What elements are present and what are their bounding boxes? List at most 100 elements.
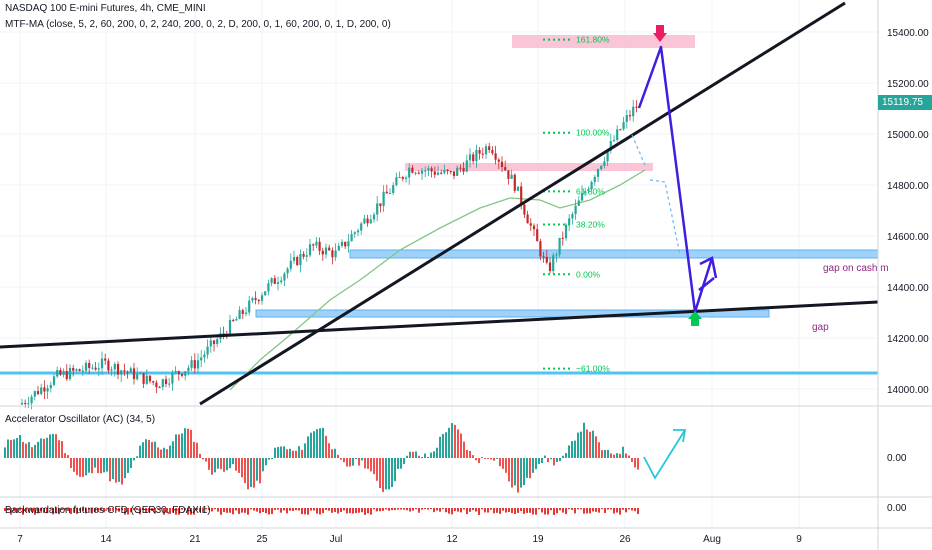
backwardation-bar <box>232 508 234 515</box>
oscillator-bar <box>292 450 294 458</box>
backwardation-bar <box>91 508 93 514</box>
backwardation-bar <box>112 508 114 511</box>
oscillator-bar <box>175 434 177 458</box>
candle-body <box>449 171 452 173</box>
backwardation-bar <box>322 508 324 514</box>
backwardation-bar <box>490 508 492 510</box>
oscillator-bar <box>538 458 540 464</box>
oscillator-bar <box>127 458 129 473</box>
time-tick-label: Aug <box>703 534 721 545</box>
fib-level-label: 0.00% <box>576 269 601 279</box>
backwardation-bar <box>406 508 408 511</box>
oscillator-bar <box>505 458 507 473</box>
backwardation-bar <box>556 508 558 514</box>
oscillator-bar <box>334 448 336 458</box>
buy-arrow-icon[interactable] <box>688 311 702 326</box>
backwardation-bar <box>271 508 273 514</box>
oscillator-bar <box>328 443 330 458</box>
oscillator-bar <box>535 458 537 470</box>
backwardation-bar <box>610 508 612 510</box>
backwardation-bar <box>616 508 618 513</box>
oscillator-bar <box>499 458 501 467</box>
candle-body <box>504 167 507 171</box>
backwardation-bar <box>4 508 6 511</box>
oscillator-bar <box>193 441 195 458</box>
bw-zero-label: 0.00 <box>887 503 907 514</box>
backwardation-bar <box>220 508 222 515</box>
oscillator-bar <box>421 456 423 458</box>
backwardation-bar <box>274 508 276 510</box>
oscillator-bar <box>142 442 144 458</box>
backwardation-bar <box>280 508 282 513</box>
candle-body <box>398 177 401 179</box>
gap-zone[interactable] <box>255 309 770 318</box>
oscillator-bar <box>235 458 237 471</box>
oscillator-bar <box>85 458 87 476</box>
candle-body <box>312 244 315 246</box>
resistance-zone[interactable] <box>405 163 653 171</box>
backwardation-bar <box>217 508 219 512</box>
candle-body <box>232 319 235 321</box>
oscillator-bar <box>412 451 414 458</box>
oscillator-bar <box>253 458 255 488</box>
backwardation-bar <box>478 508 480 515</box>
backwardation-bar <box>376 508 378 512</box>
backwardation-bar <box>301 508 303 515</box>
backwardation-bar <box>142 508 144 511</box>
trendline-long[interactable] <box>0 300 879 349</box>
time-axis[interactable]: 7 14 21 25 Jul 12 19 26 Aug 9 <box>17 534 802 545</box>
candle-body <box>286 268 289 274</box>
candle-body <box>369 219 372 224</box>
oscillator-bar <box>67 455 69 458</box>
backwardation-bar <box>451 508 453 515</box>
oscillator-bar <box>277 447 279 458</box>
candle-body <box>187 367 190 372</box>
oscillator-bar <box>250 458 252 488</box>
candle-body <box>366 218 369 224</box>
candle-body <box>552 255 555 271</box>
backwardation-bar <box>52 508 54 515</box>
oscillator-bar <box>313 431 315 458</box>
projection-path[interactable] <box>637 45 714 314</box>
oscillator-bar <box>166 449 168 458</box>
sell-arrow-icon[interactable] <box>653 25 667 42</box>
fib-level-label: 100.00% <box>576 128 610 138</box>
backwardation-bar <box>145 508 147 513</box>
oscillator-bar <box>571 441 573 458</box>
backwardation-bar <box>214 508 216 510</box>
candle-body <box>520 186 523 205</box>
backwardation-bar <box>637 508 639 515</box>
candle-body <box>404 177 408 179</box>
gap-cash-zone[interactable] <box>349 249 879 259</box>
backwardation-bar <box>127 508 129 515</box>
backwardation-bar <box>508 508 510 513</box>
oscillator-bar <box>280 446 282 458</box>
oscillator-bar <box>211 458 213 475</box>
backwardation-bar <box>169 508 171 514</box>
backwardation-bar <box>241 508 243 513</box>
projection-hint-1 <box>631 134 646 166</box>
candle-body <box>260 295 264 301</box>
backwardation-bar <box>184 508 186 511</box>
price-tick-label: 15000.00 <box>887 130 929 141</box>
backwardation-bar <box>64 508 66 511</box>
backwardation-bar <box>574 508 576 514</box>
backwardation-bar <box>19 508 21 511</box>
oscillator-bar <box>565 453 567 458</box>
backwardation-bar <box>484 508 486 513</box>
candle-body <box>350 234 353 242</box>
oscillator-bar <box>28 442 30 458</box>
oscillator-bar <box>532 458 534 473</box>
candle-body <box>107 360 110 371</box>
trendline-rising[interactable] <box>199 1 846 406</box>
oscillator-bar <box>406 455 408 458</box>
candle-body <box>139 373 142 375</box>
price-axis[interactable]: 15400.00 15200.00 15000.00 14800.00 14600.00… <box>887 28 929 396</box>
target-zone[interactable] <box>512 35 695 48</box>
backwardation-bar <box>22 508 24 515</box>
candle-body <box>299 253 302 266</box>
oscillator-drawing[interactable] <box>643 429 686 480</box>
backwardation-bar <box>316 508 318 514</box>
backwardation-bar <box>430 508 432 510</box>
oscillator-bar <box>490 458 492 460</box>
